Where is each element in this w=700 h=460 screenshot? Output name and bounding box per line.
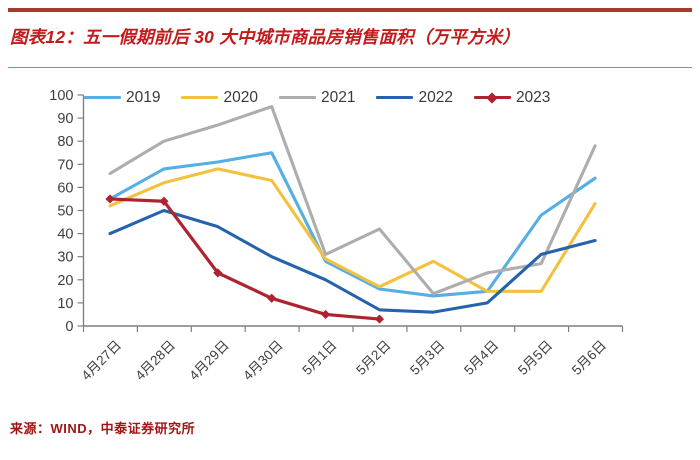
y-tick-label: 0: [65, 319, 73, 335]
y-tick-label: 30: [57, 250, 73, 266]
legend-item-2023: 2023: [473, 89, 551, 106]
data-point-marker-2023: [374, 314, 385, 324]
data-point-marker-2023: [213, 268, 223, 278]
y-tick-label: 90: [57, 111, 73, 127]
legend-label: 2022: [418, 89, 453, 106]
legend-line-swatch: [84, 96, 121, 100]
y-tick-label: 80: [57, 134, 73, 150]
y-tick-label: 20: [57, 273, 73, 289]
series-line-2019: [108, 151, 597, 298]
chart-legend: 2019 2020 2021 2022 2023: [84, 90, 550, 106]
y-tick-label: 100: [49, 88, 73, 104]
data-point-marker-2023: [105, 194, 115, 204]
legend-item-2022: 2022: [376, 89, 453, 106]
legend-diamond-marker: [486, 92, 499, 104]
x-tick-label: 5月6日: [569, 338, 609, 378]
x-tick-label: 5月5日: [515, 338, 555, 378]
legend-label: 2020: [223, 89, 258, 106]
y-tick-label: 40: [57, 227, 73, 243]
x-tick-label: 5月2日: [353, 338, 393, 378]
legend-item-2021: 2021: [278, 89, 356, 106]
x-tick-label: 4月28日: [132, 338, 178, 384]
figure-title: 图表12：五一假期前后 30 大中城市商品房销售面积（万平方米）: [10, 27, 521, 47]
title-divider-rule: [8, 67, 692, 68]
data-point-marker-2023: [321, 309, 331, 320]
legend-label: 2019: [126, 89, 161, 106]
x-tick-label: 5月4日: [461, 338, 501, 378]
series-line-2020: [108, 167, 597, 293]
legend-item-2019: 2019: [84, 90, 160, 106]
y-tick-label: 50: [57, 204, 73, 220]
series-line-2021: [108, 104, 597, 296]
x-tick-label: 4月30日: [240, 338, 286, 384]
legend-line-swatch: [181, 96, 219, 100]
legend-line-swatch: [473, 92, 511, 104]
y-tick-label: 60: [57, 180, 73, 196]
series-line-2023: [108, 197, 382, 321]
x-tick-label: 4月29日: [186, 338, 232, 384]
source-note: 来源：WIND，中泰证券研究所: [10, 421, 196, 436]
legend-label: 2023: [515, 89, 551, 106]
x-tick-label: 5月1日: [299, 338, 339, 378]
legend-line-swatch: [278, 96, 316, 100]
legend-line-swatch: [376, 96, 414, 100]
x-tick-label: 5月3日: [407, 338, 447, 378]
y-tick-label: 10: [57, 296, 73, 312]
top-accent-rule: [8, 8, 692, 12]
series-line-2022: [108, 208, 597, 314]
legend-label: 2021: [320, 89, 356, 106]
line-chart: 0 10 20 30 40 50 60 70 80 90 100 4月27日 4月28日 4月29日 4月3…: [49, 88, 624, 384]
data-point-marker-2023: [159, 196, 169, 206]
y-tick-label: 70: [57, 157, 73, 173]
legend-item-2020: 2020: [181, 89, 258, 106]
x-tick-label: 4月27日: [78, 338, 124, 384]
